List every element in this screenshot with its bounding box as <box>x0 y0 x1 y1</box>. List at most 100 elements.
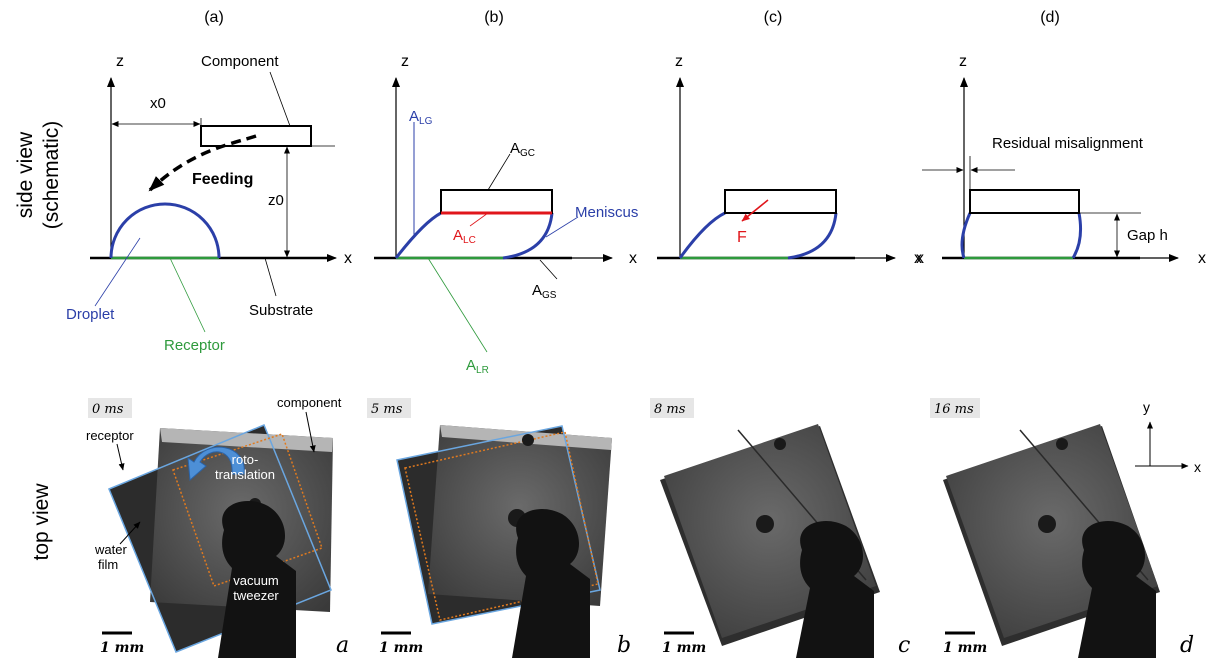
component-outline <box>172 433 323 587</box>
residual-label: Residual misalignment <box>992 135 1144 152</box>
side-view-label-line1: side view <box>14 131 37 218</box>
feeding-label: Feeding <box>192 171 253 188</box>
time-badge-bg <box>367 398 411 418</box>
scale-label: 1 mm <box>100 640 144 656</box>
alignment-dot <box>522 434 534 446</box>
panel-c-schematic: (c) z x F <box>657 9 922 267</box>
substrate-leader <box>264 257 277 297</box>
droplet <box>109 202 221 259</box>
water-film-pointer <box>119 521 141 545</box>
vacuum-tweezer <box>218 500 296 658</box>
scale-label: 1 mm <box>379 640 423 656</box>
meniscus-leader <box>545 216 579 238</box>
panel-b-label: (b) <box>484 9 504 26</box>
alc-label: ALC <box>453 227 476 246</box>
receptor-leader <box>169 257 206 333</box>
feeding-arrow <box>148 134 257 192</box>
roto-translation-label-1: roto- <box>232 452 259 467</box>
meniscus-right <box>787 212 838 260</box>
component-pointer <box>305 411 316 453</box>
photo-letter: c <box>898 633 910 658</box>
panel-a-schematic: (a) z x Component x0 z0 Feeding Droplet … <box>66 9 352 354</box>
meniscus-left <box>678 211 726 259</box>
meniscus-right <box>502 212 554 260</box>
receptor-outline <box>396 425 601 625</box>
force-arrow <box>741 199 769 222</box>
row-label-side-view: side view (schematic) <box>14 121 63 230</box>
component-outline <box>404 431 599 621</box>
photo-b: 5 ms 1 mm b <box>367 398 631 658</box>
panel-d-label: (d) <box>1040 9 1060 26</box>
time-label: 16 ms <box>934 402 974 417</box>
meniscus-right <box>1071 212 1082 259</box>
droplet-leader <box>94 237 141 307</box>
gap-label: Gap h <box>1127 227 1168 244</box>
z0-label: z0 <box>268 192 284 209</box>
vacuum-tweezer-label-1: vacuum <box>233 573 279 588</box>
force-label: F <box>737 229 747 246</box>
receptor-label: receptor <box>86 428 134 443</box>
meniscus-label: Meniscus <box>575 204 638 221</box>
z-axis-label: z <box>116 53 124 70</box>
top-view-label: top view <box>30 483 53 561</box>
substrate-label: Substrate <box>249 302 313 319</box>
photo-letter: a <box>336 633 349 658</box>
meniscus-left <box>394 211 442 259</box>
time-badge-bg <box>650 398 694 418</box>
alr-label: ALR <box>466 357 489 376</box>
agc-label: AGC <box>510 140 535 159</box>
scale-label: 1 mm <box>662 640 706 656</box>
x-axis-label-right: x <box>1198 250 1206 267</box>
alc-leader <box>469 212 489 227</box>
x-axis-label-left: x <box>916 250 924 267</box>
alg-label: ALG <box>409 108 433 127</box>
component-edge-highlight <box>160 428 333 452</box>
water-film-label-1: water <box>94 542 127 557</box>
panel-a-label: (a) <box>204 9 224 26</box>
z-axis-label: z <box>401 53 409 70</box>
component <box>969 189 1080 214</box>
roto-translation-label-2: translation <box>215 467 275 482</box>
component-label: Component <box>201 53 279 70</box>
time-badge-bg <box>88 398 132 418</box>
water-film-label-2: film <box>98 557 118 572</box>
x-axis-label: x <box>1194 459 1201 475</box>
droplet-label: Droplet <box>66 306 115 323</box>
photo-letter: d <box>1180 633 1194 658</box>
component-label: component <box>277 395 342 410</box>
photo-c: 8 ms 1 mm c <box>650 398 910 658</box>
vacuum-tweezer <box>512 508 590 658</box>
panel-b-schematic: (b) z x ALG AGC ALC Meniscus AGS ALR <box>374 9 638 376</box>
component <box>724 189 837 214</box>
vacuum-tweezer <box>1078 520 1156 658</box>
roto-translation-arrow <box>187 446 245 482</box>
alignment-dot <box>1056 438 1068 450</box>
time-label: 0 ms <box>92 402 124 417</box>
x-axis-label: x <box>629 250 637 267</box>
side-view-label-line2: (schematic) <box>40 121 63 230</box>
scale-label: 1 mm <box>943 640 987 656</box>
meniscus-left <box>960 212 972 259</box>
x-axis-label: x <box>914 250 922 267</box>
component-leader <box>269 71 291 127</box>
ags-leader <box>539 259 558 280</box>
x-axis-label: x <box>344 250 352 267</box>
y-axis-label: y <box>1143 399 1150 415</box>
alignment-dot <box>756 515 774 533</box>
photo-a: 0 ms component receptor roto- translatio… <box>86 395 349 658</box>
x0-label: x0 <box>150 95 166 112</box>
panel-d-schematic: (d) z x x Residual misalignment Gap h <box>916 9 1206 267</box>
alr-leader <box>427 257 488 353</box>
time-label: 8 ms <box>654 402 686 417</box>
alignment-dot <box>1038 515 1056 533</box>
z-axis-label: z <box>675 53 683 70</box>
agc-leader <box>487 153 511 191</box>
vacuum-tweezer <box>796 520 874 658</box>
receptor-label: Receptor <box>164 337 225 354</box>
time-badge-bg <box>930 398 980 418</box>
receptor-outline <box>108 424 332 653</box>
ags-label: AGS <box>532 282 557 301</box>
time-label: 5 ms <box>371 402 403 417</box>
panel-c-label: (c) <box>764 9 783 26</box>
